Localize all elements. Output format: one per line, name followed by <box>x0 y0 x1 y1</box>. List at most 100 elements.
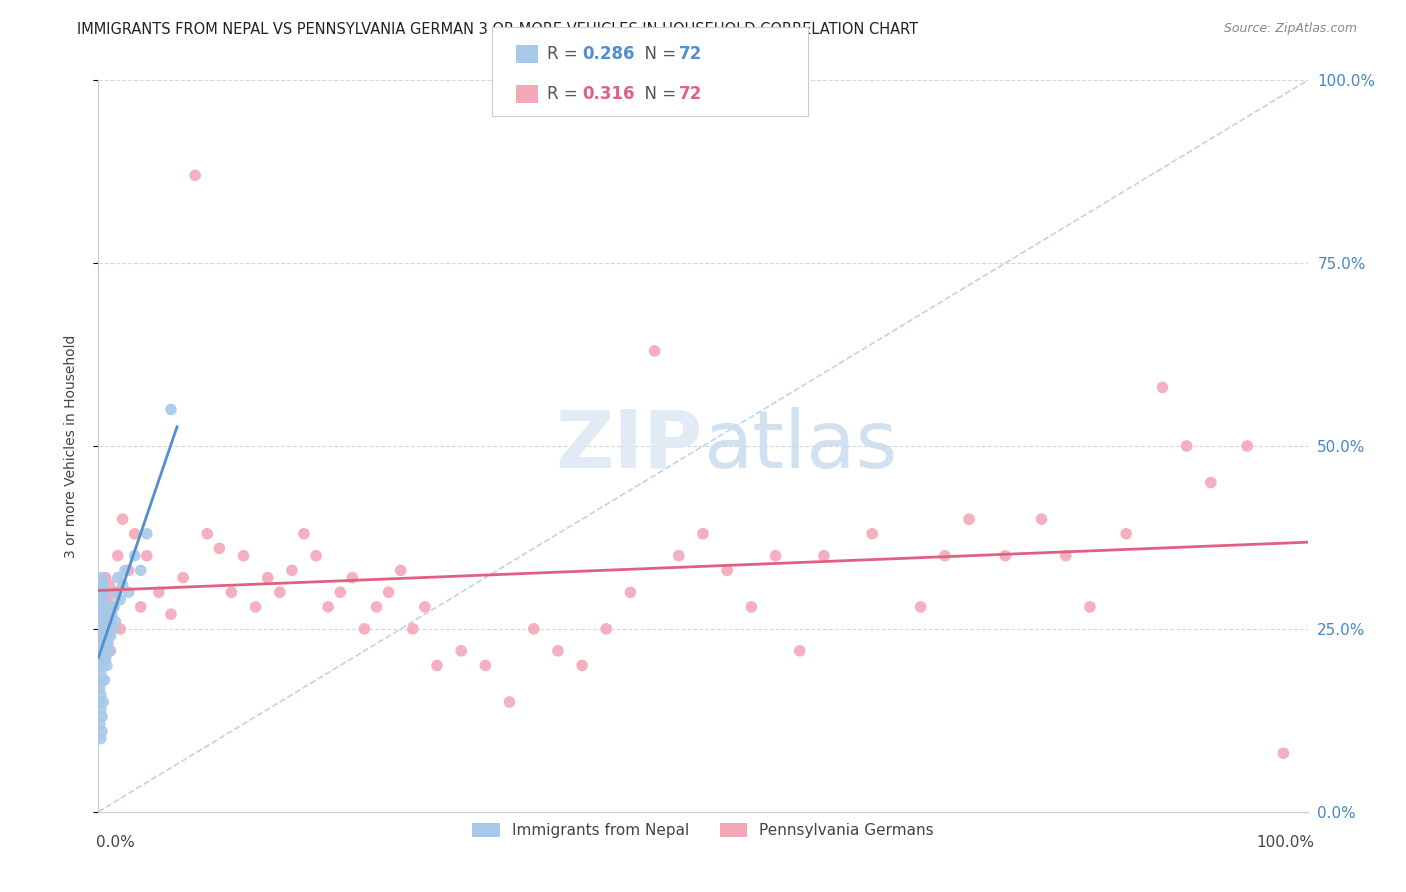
Point <box>101 599 124 614</box>
Point <box>644 343 666 358</box>
Point <box>245 599 267 614</box>
Point <box>160 402 183 417</box>
Point <box>94 651 117 665</box>
Point <box>93 607 115 622</box>
Point <box>93 629 115 643</box>
Point <box>135 526 157 541</box>
Point <box>1199 475 1222 490</box>
Point <box>103 599 125 614</box>
Point <box>97 622 120 636</box>
Point <box>104 585 127 599</box>
Point <box>595 622 617 636</box>
Point <box>97 592 120 607</box>
Point <box>1078 599 1101 614</box>
Point <box>98 578 121 592</box>
Point <box>89 717 111 731</box>
Point <box>860 526 883 541</box>
Point <box>89 644 111 658</box>
Point <box>910 599 932 614</box>
Point <box>91 592 114 607</box>
Point <box>994 549 1017 563</box>
Text: N =: N = <box>634 45 682 62</box>
Point <box>413 599 436 614</box>
Point <box>114 563 136 577</box>
Text: Source: ZipAtlas.com: Source: ZipAtlas.com <box>1223 22 1357 36</box>
Point <box>172 571 194 585</box>
Point <box>571 658 593 673</box>
Point <box>1115 526 1137 541</box>
Point <box>89 681 111 695</box>
Point <box>1236 439 1258 453</box>
Point <box>124 549 146 563</box>
Point <box>90 607 112 622</box>
Point <box>389 563 412 577</box>
Point <box>91 622 114 636</box>
Point <box>256 571 278 585</box>
Point <box>89 695 111 709</box>
Point <box>377 585 399 599</box>
Point <box>91 585 114 599</box>
Point <box>91 658 114 673</box>
Point <box>105 585 128 599</box>
Point <box>91 571 114 585</box>
Point <box>1272 746 1295 760</box>
Point <box>94 607 117 622</box>
Point <box>118 563 141 577</box>
Point <box>107 571 129 585</box>
Point <box>108 592 131 607</box>
Text: 100.0%: 100.0% <box>1257 836 1315 850</box>
Point <box>523 622 546 636</box>
Point <box>93 673 115 687</box>
Point <box>91 651 114 665</box>
Point <box>789 644 811 658</box>
Point <box>329 585 352 599</box>
Point <box>90 599 112 614</box>
Point <box>342 571 364 585</box>
Point <box>91 644 114 658</box>
Point <box>366 599 388 614</box>
Point <box>716 563 738 577</box>
Point <box>91 695 114 709</box>
Text: 0.286: 0.286 <box>582 45 634 62</box>
Point <box>934 549 956 563</box>
Point <box>96 658 118 673</box>
Point <box>89 585 111 599</box>
Point <box>97 607 120 622</box>
Point <box>118 585 141 599</box>
Point <box>353 622 375 636</box>
Point <box>91 578 114 592</box>
Point <box>101 622 124 636</box>
Point <box>232 549 254 563</box>
Text: 72: 72 <box>679 85 703 103</box>
Point <box>269 585 291 599</box>
Text: 0.316: 0.316 <box>582 85 634 103</box>
Point <box>93 615 115 629</box>
Point <box>96 615 118 629</box>
Point <box>91 585 114 599</box>
Point <box>94 622 117 636</box>
Point <box>135 549 157 563</box>
Point <box>813 549 835 563</box>
Point <box>124 526 146 541</box>
Point <box>90 592 112 607</box>
Text: 72: 72 <box>679 45 703 62</box>
Point <box>498 695 520 709</box>
Point <box>91 622 114 636</box>
Point <box>450 644 472 658</box>
Point <box>316 599 339 614</box>
Point <box>91 615 114 629</box>
Text: 0.0%: 0.0% <box>96 836 135 850</box>
Point <box>100 644 122 658</box>
Point <box>208 541 231 556</box>
Point <box>90 651 112 665</box>
Point <box>1054 549 1077 563</box>
Point <box>93 585 115 599</box>
Point <box>94 571 117 585</box>
Point <box>221 585 243 599</box>
Point <box>108 622 131 636</box>
Point <box>98 599 121 614</box>
Point <box>148 585 170 599</box>
Point <box>547 644 569 658</box>
Point <box>692 526 714 541</box>
Point <box>104 615 127 629</box>
